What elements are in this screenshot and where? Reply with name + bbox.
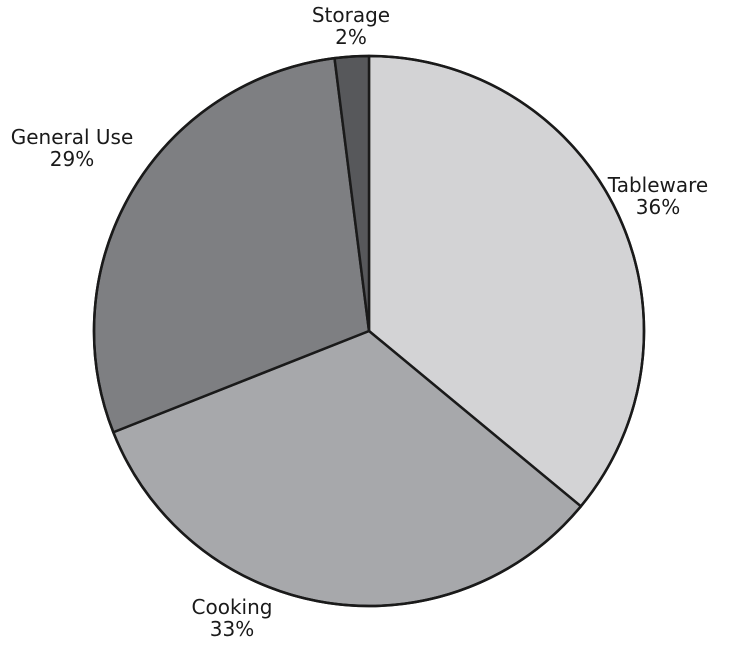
pie-slices bbox=[92, 54, 646, 608]
slice-value-general-use: 29% bbox=[50, 147, 94, 171]
slice-label-general-use: General Use bbox=[11, 125, 134, 149]
slice-value-tableware: 36% bbox=[636, 195, 680, 219]
slice-label-storage: Storage bbox=[312, 3, 390, 27]
pie-outline bbox=[92, 54, 646, 608]
slice-label-tableware: Tableware bbox=[607, 173, 708, 197]
slice-value-cooking: 33% bbox=[210, 617, 254, 641]
slice-label-cooking: Cooking bbox=[192, 595, 273, 619]
slice-value-storage: 2% bbox=[335, 25, 367, 49]
